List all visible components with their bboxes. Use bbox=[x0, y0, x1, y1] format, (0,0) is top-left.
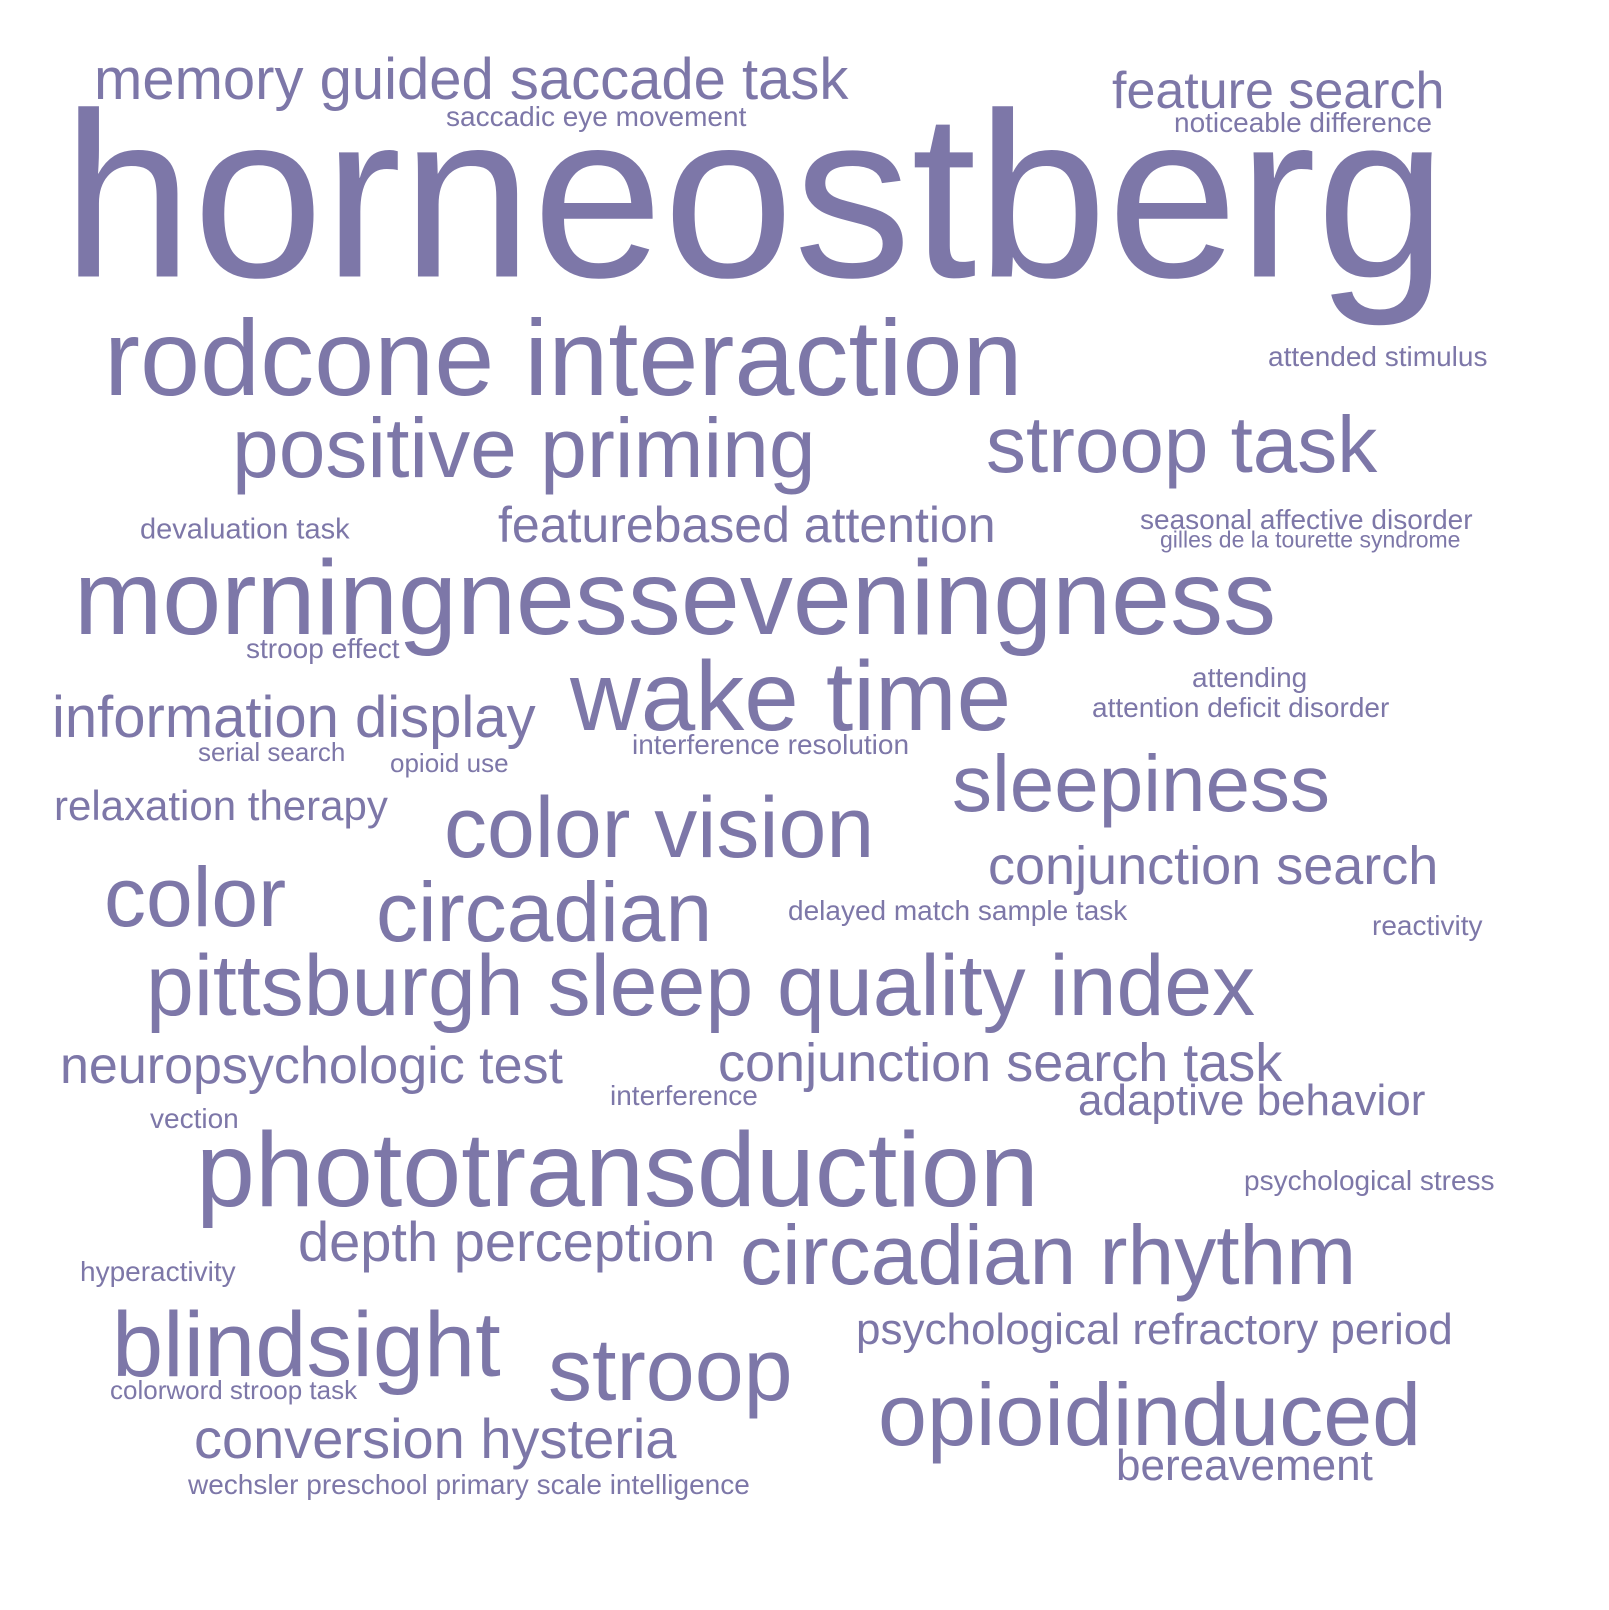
word-color: color bbox=[104, 850, 287, 944]
word-interference-resolution: interference resolution bbox=[632, 729, 910, 760]
word-vection: vection bbox=[150, 1103, 239, 1134]
word-noticeable-difference: noticeable difference bbox=[1174, 107, 1432, 138]
word-bereavement: bereavement bbox=[1116, 1441, 1373, 1490]
word-opioid-use: opioid use bbox=[390, 748, 509, 778]
word-neuropsychologic-test: neuropsychologic test bbox=[60, 1037, 563, 1095]
word-stroop-task: stroop task bbox=[986, 400, 1378, 489]
word-conjunction-search: conjunction search bbox=[988, 836, 1439, 896]
word-gilles-de-la-tourette-syndrome: gilles de la tourette syndrome bbox=[1160, 526, 1461, 553]
word-depth-perception: depth perception bbox=[298, 1210, 716, 1273]
word-conjunction-search-task: conjunction search task bbox=[718, 1033, 1283, 1093]
word-pittsburgh-sleep-quality-index: pittsburgh sleep quality index bbox=[146, 938, 1256, 1034]
word-information-display: information display bbox=[52, 685, 536, 750]
word-phototransduction: phototransduction bbox=[196, 1111, 1039, 1229]
word-hyperactivity: hyperactivity bbox=[80, 1256, 236, 1287]
word-feature-search: feature search bbox=[1112, 62, 1445, 120]
word-memory-guided-saccade-task: memory guided saccade task bbox=[94, 47, 849, 112]
word-stroop: stroop bbox=[548, 1320, 793, 1419]
word-stroop-effect: stroop effect bbox=[246, 633, 400, 664]
word-devaluation-task: devaluation task bbox=[140, 513, 350, 546]
word-circadian-rhythm: circadian rhythm bbox=[740, 1208, 1357, 1302]
word-wake-time: wake time bbox=[570, 641, 1012, 751]
word-circadian: circadian bbox=[376, 865, 713, 959]
word-morningnesseveningness: morningnesseveningness bbox=[74, 539, 1277, 657]
word-psychological-stress: psychological stress bbox=[1244, 1165, 1495, 1196]
word-delayed-match-sample-task: delayed match sample task bbox=[788, 895, 1128, 926]
word-rodcone-interaction: rodcone interaction bbox=[104, 297, 1023, 418]
word-reactivity: reactivity bbox=[1372, 910, 1483, 941]
word-serial-search: serial search bbox=[198, 737, 346, 767]
word-conversion-hysteria: conversion hysteria bbox=[194, 1407, 677, 1470]
word-seasonal-affective-disorder: seasonal affective disorder bbox=[1140, 504, 1473, 535]
word-attended-stimulus: attended stimulus bbox=[1268, 341, 1488, 372]
word-wechsler-preschool-primary-scale-intelligence: wechsler preschool primary scale intelli… bbox=[188, 1469, 750, 1500]
word-horneostberg: horneostberg bbox=[62, 63, 1447, 327]
word-opioidinduced: opioidinduced bbox=[878, 1365, 1422, 1464]
word-interference: interference bbox=[610, 1080, 758, 1111]
word-colorword-stroop-task: colorword stroop task bbox=[110, 1375, 358, 1405]
word-sleepiness: sleepiness bbox=[952, 739, 1331, 828]
word-blindsight: blindsight bbox=[112, 1294, 501, 1396]
word-psychological-refractory-period: psychological refractory period bbox=[856, 1305, 1453, 1354]
word-saccadic-eye-movement: saccadic eye movement bbox=[446, 101, 747, 132]
word-positive-priming: positive priming bbox=[232, 401, 816, 495]
word-attending: attending bbox=[1192, 662, 1308, 693]
word-featurebased-attention: featurebased attention bbox=[498, 497, 996, 553]
word-adaptive-behavior: adaptive behavior bbox=[1078, 1076, 1426, 1125]
word-attention-deficit-disorder: attention deficit disorder bbox=[1092, 692, 1390, 723]
word-relaxation-therapy: relaxation therapy bbox=[54, 782, 388, 829]
word-color-vision: color vision bbox=[444, 780, 875, 876]
